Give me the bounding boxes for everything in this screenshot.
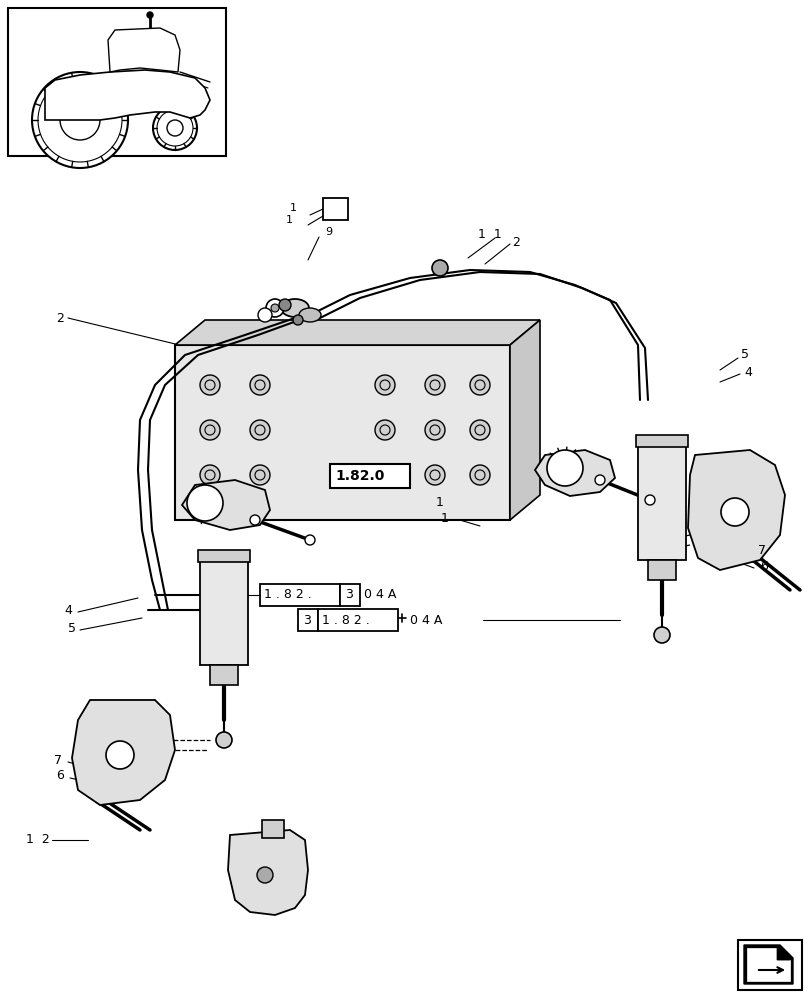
- Circle shape: [720, 498, 748, 526]
- Bar: [635, 435, 687, 447]
- Circle shape: [279, 299, 290, 311]
- Circle shape: [470, 420, 489, 440]
- Polygon shape: [45, 70, 210, 120]
- Text: 5: 5: [68, 621, 76, 635]
- Bar: [323, 198, 348, 220]
- Text: 7: 7: [54, 754, 62, 766]
- Text: 1: 1: [436, 495, 444, 508]
- Circle shape: [424, 465, 444, 485]
- Circle shape: [375, 420, 394, 440]
- Circle shape: [106, 741, 134, 769]
- Circle shape: [250, 515, 260, 525]
- Circle shape: [32, 72, 128, 168]
- Circle shape: [152, 106, 197, 150]
- Circle shape: [266, 299, 284, 317]
- Circle shape: [147, 12, 152, 18]
- Text: 1: 1: [285, 215, 293, 225]
- Bar: [260, 584, 340, 606]
- Circle shape: [470, 375, 489, 395]
- Circle shape: [187, 485, 223, 521]
- Bar: [262, 820, 284, 838]
- Bar: [329, 464, 410, 488]
- Text: 7: 7: [757, 544, 765, 556]
- Text: 6: 6: [56, 769, 64, 782]
- Circle shape: [250, 465, 270, 485]
- Text: 1 . 8 2 .: 1 . 8 2 .: [322, 613, 369, 626]
- Text: 8: 8: [325, 202, 334, 216]
- Polygon shape: [228, 830, 307, 915]
- Circle shape: [250, 420, 270, 440]
- Bar: [318, 609, 397, 631]
- Text: 9: 9: [324, 227, 332, 237]
- Text: 0 4 A: 0 4 A: [410, 613, 442, 626]
- Polygon shape: [182, 480, 270, 530]
- Text: 3: 3: [345, 588, 353, 601]
- Circle shape: [470, 465, 489, 485]
- Text: 4: 4: [743, 365, 751, 378]
- Ellipse shape: [281, 299, 309, 317]
- Text: 1  1: 1 1: [478, 229, 501, 241]
- Polygon shape: [175, 320, 539, 345]
- Polygon shape: [509, 320, 539, 520]
- Ellipse shape: [298, 308, 320, 322]
- Text: 1: 1: [440, 512, 448, 524]
- Text: 0 4 A: 0 4 A: [363, 588, 396, 601]
- Circle shape: [375, 465, 394, 485]
- Circle shape: [594, 475, 604, 485]
- Circle shape: [258, 308, 272, 322]
- Polygon shape: [687, 450, 784, 570]
- Polygon shape: [108, 28, 180, 72]
- Bar: [200, 555, 247, 665]
- Text: 6: 6: [759, 560, 767, 572]
- Bar: [647, 560, 676, 580]
- Circle shape: [271, 304, 279, 312]
- Text: 4: 4: [64, 603, 72, 616]
- Circle shape: [257, 867, 272, 883]
- Bar: [340, 584, 359, 606]
- Polygon shape: [776, 948, 789, 960]
- Circle shape: [375, 375, 394, 395]
- Text: 1: 1: [290, 203, 297, 213]
- Polygon shape: [72, 700, 175, 805]
- Text: 3: 3: [303, 613, 311, 626]
- Bar: [298, 609, 318, 631]
- Bar: [737, 940, 801, 990]
- Circle shape: [293, 315, 303, 325]
- Circle shape: [200, 420, 220, 440]
- Bar: [198, 550, 250, 562]
- Circle shape: [424, 420, 444, 440]
- Bar: [637, 440, 685, 560]
- Polygon shape: [743, 945, 792, 984]
- Circle shape: [250, 375, 270, 395]
- Text: 1.82.0: 1.82.0: [335, 469, 384, 483]
- Text: 2: 2: [56, 312, 64, 324]
- Circle shape: [547, 450, 582, 486]
- Bar: [8, 8, 225, 156]
- Text: 1 . 8 2 .: 1 . 8 2 .: [264, 588, 311, 601]
- Polygon shape: [746, 948, 789, 981]
- Circle shape: [644, 495, 654, 505]
- Bar: [210, 665, 238, 685]
- Circle shape: [653, 627, 669, 643]
- Circle shape: [424, 375, 444, 395]
- Text: 2: 2: [512, 235, 519, 248]
- Polygon shape: [534, 450, 614, 496]
- Text: 5: 5: [740, 349, 748, 361]
- Circle shape: [305, 535, 315, 545]
- Circle shape: [200, 375, 220, 395]
- Circle shape: [216, 732, 232, 748]
- Text: 1  2: 1 2: [26, 833, 49, 846]
- Circle shape: [200, 465, 220, 485]
- Circle shape: [431, 260, 448, 276]
- Polygon shape: [175, 345, 509, 520]
